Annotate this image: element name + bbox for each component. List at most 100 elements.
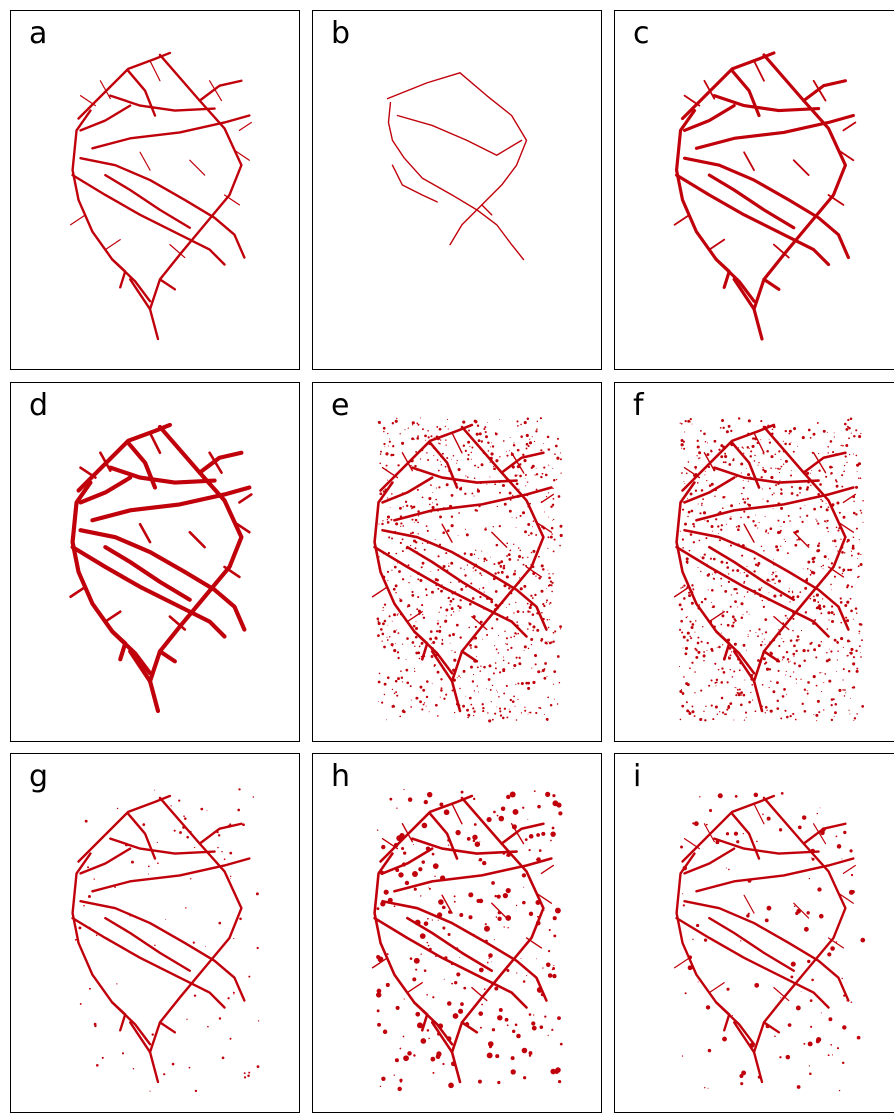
noise-speck bbox=[510, 646, 513, 650]
noise-speck bbox=[445, 615, 447, 617]
noise-speck bbox=[450, 458, 452, 460]
noise-speck bbox=[852, 618, 854, 620]
lateral-root bbox=[99, 451, 112, 472]
noise-speck bbox=[766, 905, 772, 911]
noise-speck bbox=[849, 651, 853, 655]
noise-speck bbox=[452, 597, 455, 601]
noise-speck bbox=[502, 602, 504, 605]
noise-speck bbox=[846, 425, 849, 428]
noise-speck bbox=[518, 656, 521, 659]
noise-speck bbox=[474, 420, 478, 424]
noise-speck bbox=[799, 591, 802, 593]
noise-speck bbox=[527, 686, 531, 690]
noise-speck bbox=[387, 624, 389, 626]
noise-speck bbox=[554, 630, 557, 633]
noise-speck bbox=[389, 506, 391, 508]
noise-speck bbox=[182, 826, 186, 829]
noise-speck bbox=[833, 436, 835, 438]
noise-speck bbox=[725, 430, 729, 434]
lateral-root bbox=[525, 566, 543, 578]
noise-speck bbox=[853, 717, 857, 720]
noise-speck bbox=[685, 472, 688, 475]
noise-speck bbox=[233, 937, 235, 940]
noise-speck bbox=[541, 831, 546, 836]
noise-speck bbox=[550, 839, 552, 842]
root-segment bbox=[197, 450, 244, 475]
noise-speck bbox=[256, 1065, 260, 1068]
root-segment bbox=[406, 545, 494, 602]
noise-speck bbox=[484, 923, 487, 926]
noise-speck bbox=[733, 642, 737, 646]
noise-speck bbox=[508, 491, 512, 495]
noise-speck bbox=[782, 440, 784, 442]
noise-speck bbox=[540, 449, 543, 452]
lateral-root bbox=[842, 864, 856, 875]
noise-speck bbox=[845, 692, 847, 694]
noise-speck bbox=[680, 608, 684, 611]
noise-speck bbox=[772, 425, 776, 429]
noise-speck bbox=[776, 548, 780, 552]
noise-speck bbox=[685, 616, 688, 619]
noise-speck bbox=[491, 1028, 496, 1032]
noise-speck bbox=[851, 890, 855, 894]
noise-speck bbox=[776, 681, 779, 685]
noise-speck bbox=[391, 493, 393, 495]
noise-speck bbox=[552, 640, 555, 643]
noise-speck bbox=[757, 1075, 761, 1079]
noise-speck bbox=[742, 480, 744, 482]
noise-speck bbox=[469, 446, 471, 448]
noise-speck bbox=[88, 987, 91, 990]
noise-speck bbox=[762, 498, 764, 500]
noise-speck bbox=[696, 482, 699, 484]
noise-speck bbox=[694, 647, 697, 650]
noise-speck bbox=[761, 705, 764, 707]
noise-speck bbox=[764, 631, 768, 634]
noise-speck bbox=[809, 1072, 812, 1076]
noise-speck bbox=[497, 571, 500, 574]
noise-speck bbox=[218, 1017, 222, 1020]
noise-speck bbox=[696, 439, 699, 443]
noise-speck bbox=[420, 566, 423, 569]
root-segment bbox=[158, 278, 177, 291]
noise-speck bbox=[510, 636, 512, 639]
noise-speck bbox=[421, 708, 424, 711]
noise-speck bbox=[459, 956, 461, 958]
noise-speck bbox=[391, 688, 394, 691]
noise-speck bbox=[552, 973, 557, 979]
noise-speck bbox=[417, 533, 419, 535]
noise-speck bbox=[502, 659, 505, 662]
noise-speck bbox=[550, 831, 556, 837]
noise-speck bbox=[727, 424, 731, 428]
lateral-root bbox=[441, 894, 453, 914]
noise-speck bbox=[114, 886, 116, 889]
noise-speck bbox=[713, 625, 716, 628]
panel-h: h bbox=[312, 753, 602, 1113]
noise-speck bbox=[183, 815, 185, 818]
noise-speck bbox=[426, 452, 428, 454]
noise-speck bbox=[804, 586, 808, 590]
noise-speck bbox=[708, 684, 711, 687]
noise-speck bbox=[410, 699, 412, 701]
noise-speck bbox=[679, 422, 681, 424]
noise-speck bbox=[830, 703, 833, 707]
noise-speck bbox=[474, 636, 478, 640]
noise-speck bbox=[682, 501, 684, 503]
noise-speck bbox=[397, 1086, 402, 1092]
noise-speck bbox=[857, 557, 858, 559]
noise-speck bbox=[839, 597, 842, 600]
lateral-root bbox=[238, 493, 253, 504]
noise-speck bbox=[243, 1072, 246, 1075]
noise-speck bbox=[516, 420, 519, 423]
noise-speck bbox=[818, 542, 821, 545]
noise-speck bbox=[411, 518, 414, 521]
noise-speck bbox=[505, 888, 511, 894]
noise-speck bbox=[753, 557, 756, 560]
noise-speck bbox=[729, 517, 732, 520]
noise-speck bbox=[792, 610, 796, 615]
noise-speck bbox=[775, 571, 777, 573]
noise-speck bbox=[401, 492, 404, 495]
noise-speck bbox=[730, 429, 733, 433]
noise-speck bbox=[850, 585, 853, 588]
noise-speck bbox=[483, 560, 486, 562]
noise-speck bbox=[450, 581, 452, 584]
